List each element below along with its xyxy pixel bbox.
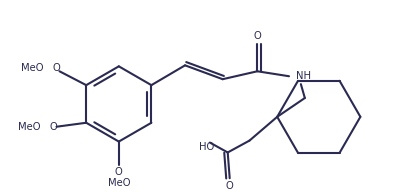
Text: HO: HO	[199, 142, 214, 151]
Text: O: O	[53, 63, 60, 73]
Text: O: O	[50, 122, 57, 132]
Text: O: O	[226, 181, 234, 191]
Text: NH: NH	[296, 71, 311, 81]
Text: MeO: MeO	[21, 63, 44, 73]
Text: O: O	[254, 31, 261, 41]
Text: O: O	[115, 167, 123, 177]
Text: MeO: MeO	[107, 178, 130, 188]
Text: MeO: MeO	[18, 122, 41, 132]
